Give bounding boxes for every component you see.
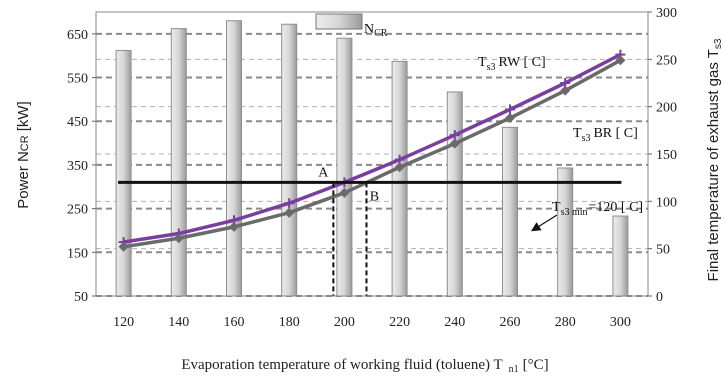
y-left-tick-250: 250 (67, 203, 88, 218)
y-right-tick-0: 0 (656, 290, 663, 305)
bar-140 (170, 28, 187, 297)
line-series (118, 49, 626, 252)
point-br-300 (615, 55, 626, 66)
point-br-160 (229, 221, 239, 232)
y-right-axis-title: Final temperature of exhaust gas Ts3 (705, 38, 724, 281)
x-tick-220: 220 (389, 315, 410, 330)
x-tick-120: 120 (113, 315, 134, 330)
bar-legend: NCR (315, 13, 388, 39)
bar-legend-swatch (315, 13, 363, 30)
bar-160 (226, 20, 242, 297)
y-left-tick-150: 150 (67, 246, 88, 261)
x-tick-240: 240 (444, 315, 465, 330)
bar-240 (446, 91, 463, 297)
bar-280 (557, 167, 574, 297)
x-tick-140: 140 (168, 315, 189, 330)
point-label-b: B (370, 189, 379, 204)
y-left-tick-650: 650 (67, 28, 88, 43)
point-br-120 (118, 241, 129, 252)
bar-180 (281, 23, 298, 297)
series-label-rw: Ts3 RW [ C] (478, 55, 546, 73)
point-rw-240 (449, 130, 460, 141)
y-right-tick-300: 300 (656, 6, 677, 21)
point-br-220 (394, 162, 405, 173)
hline-label: Ts3 min=120 [ C] (552, 200, 643, 218)
x-tick-280: 280 (555, 315, 576, 330)
y-left-tick-550: 550 (67, 72, 88, 87)
x-tick-180: 180 (279, 315, 300, 330)
y-left-tick-450: 450 (67, 115, 88, 130)
bar-200 (336, 37, 353, 297)
x-axis-title: Evaporation temperature of working fluid… (181, 357, 548, 375)
bar-legend-sub: CR (374, 28, 388, 39)
x-tick-200: 200 (334, 315, 355, 330)
bar-300 (612, 215, 629, 297)
y-right-tick-100: 100 (656, 195, 677, 210)
bar-220 (391, 60, 408, 297)
bar-series (115, 20, 629, 297)
series-line-br (123, 58, 622, 249)
y-right-tick-200: 200 (656, 101, 677, 116)
point-br-260 (505, 113, 515, 124)
y-right-tick-250: 250 (656, 53, 677, 68)
x-tick-260: 260 (500, 315, 521, 330)
point-rw-260 (505, 104, 515, 115)
bar-legend-label: N (364, 22, 374, 37)
point-rw-180 (284, 198, 295, 209)
x-tick-300: 300 (610, 315, 631, 330)
series-label-br: Ts3 BR [ C] (573, 126, 638, 144)
point-br-280 (560, 85, 571, 96)
svg-text:NCR: NCR (364, 22, 388, 39)
x-tick-160: 160 (224, 315, 245, 330)
bar-120 (115, 49, 132, 297)
point-br-200 (339, 187, 350, 198)
y-left-tick-350: 350 (67, 159, 88, 174)
point-label-a: A (318, 165, 329, 180)
bar-260 (502, 126, 518, 297)
annotations: AB (118, 165, 622, 296)
axis-ticks: 50 150 250 350 450 550 650 0 50 100 150 200 250 300 12… (67, 6, 677, 330)
y-right-tick-150: 150 (656, 148, 677, 163)
point-br-180 (284, 207, 295, 218)
hline-label-arrow (530, 214, 558, 232)
series-line-rw (123, 53, 622, 244)
y-right-tick-50: 50 (656, 243, 670, 258)
y-left-tick-50: 50 (74, 290, 88, 305)
y-left-axis-title: Power NCR[kW] (15, 101, 32, 208)
point-br-240 (449, 138, 460, 149)
point-br-140 (173, 233, 184, 244)
